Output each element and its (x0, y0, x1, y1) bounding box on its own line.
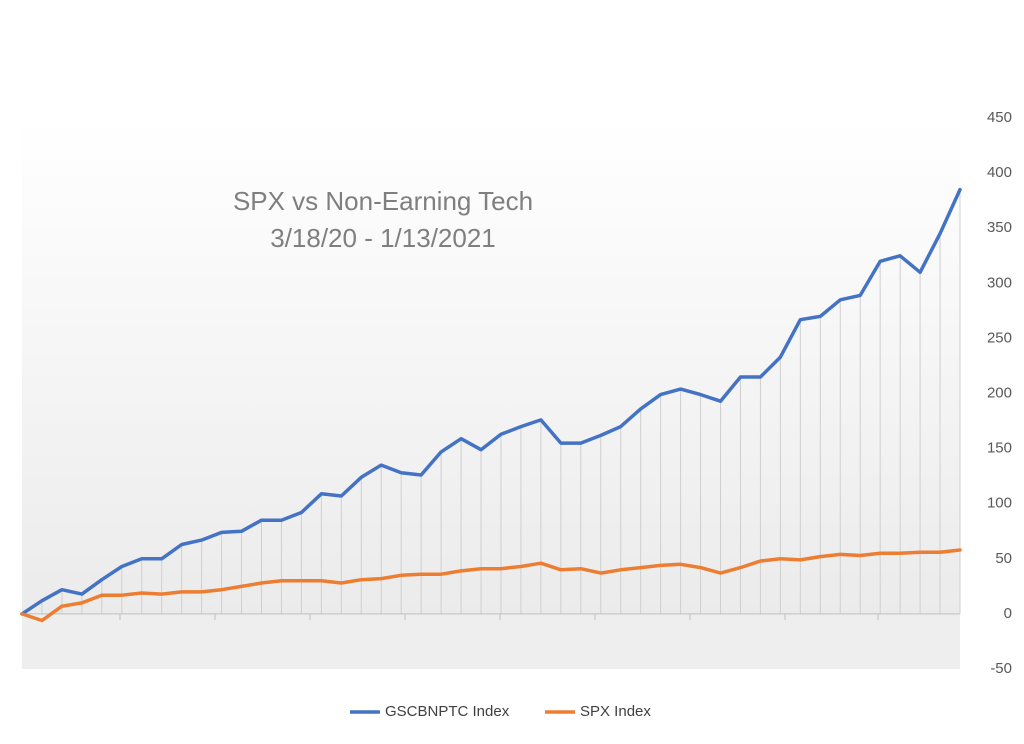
plot-background-lower (22, 614, 960, 669)
series-line (20, 548, 962, 623)
y-tick-label: 150 (987, 440, 1012, 457)
y-tick-label: 350 (987, 219, 1012, 236)
y-tick-label: 50 (995, 550, 1012, 567)
legend-label: SPX Index (580, 703, 651, 720)
y-tick-label: -50 (990, 660, 1012, 677)
y-tick-label: 200 (987, 384, 1012, 401)
plot-background (22, 118, 960, 614)
y-tick-label: 450 (987, 109, 1012, 126)
y-tick-label: 250 (987, 329, 1012, 346)
y-tick-label: 400 (987, 164, 1012, 181)
y-tick-label: 100 (987, 495, 1012, 512)
series-line (20, 187, 962, 616)
legend-label: GSCBNPTC Index (385, 703, 510, 720)
chart-title: SPX vs Non-Earning Tech (233, 186, 533, 216)
chart-subtitle: 3/18/20 - 1/13/2021 (270, 223, 496, 253)
x-axis-ticks (119, 614, 879, 620)
drop-lines (41, 189, 961, 614)
y-tick-label: 300 (987, 274, 1012, 291)
y-tick-label: 0 (1004, 605, 1012, 622)
